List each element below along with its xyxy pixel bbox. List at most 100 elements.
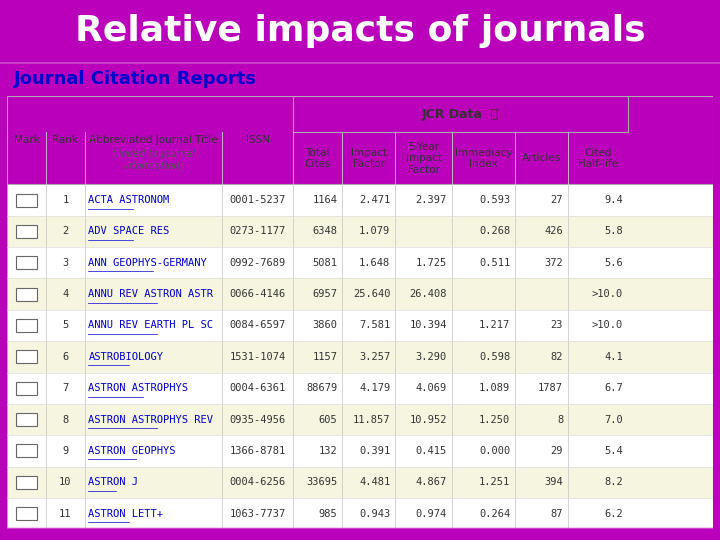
Text: 4: 4 [63,289,68,299]
Text: 29: 29 [551,446,563,456]
Text: 1164: 1164 [312,195,338,205]
Text: ACTA ASTRONOM: ACTA ASTRONOM [89,195,170,205]
FancyBboxPatch shape [7,216,713,247]
FancyBboxPatch shape [7,247,713,279]
Text: 985: 985 [319,509,338,518]
Text: 0004-6361: 0004-6361 [230,383,286,393]
Text: Relative impacts of journals: Relative impacts of journals [75,14,645,48]
Text: Cited
Half-life: Cited Half-life [578,147,618,169]
Text: 11: 11 [59,509,72,518]
Text: 5.4: 5.4 [604,446,624,456]
Text: 9.4: 9.4 [604,195,624,205]
Text: Mark: Mark [14,135,40,145]
Text: 0.511: 0.511 [479,258,510,268]
Text: 10.952: 10.952 [409,415,447,424]
FancyBboxPatch shape [7,498,713,529]
Text: 10.394: 10.394 [409,321,447,330]
Text: 0273-1177: 0273-1177 [230,226,286,237]
Text: 8: 8 [557,415,563,424]
Text: 7.0: 7.0 [604,415,624,424]
FancyBboxPatch shape [16,476,37,489]
Text: Journal Citation Reports: Journal Citation Reports [14,70,258,88]
Text: 1.251: 1.251 [479,477,510,487]
Text: ANNU REV ASTRON ASTR: ANNU REV ASTRON ASTR [89,289,213,299]
Text: 6.2: 6.2 [604,509,624,518]
Text: 27: 27 [551,195,563,205]
Text: 1063-7737: 1063-7737 [230,509,286,518]
Text: ASTRON J: ASTRON J [89,477,138,487]
Text: ASTRON ASTROPHYS: ASTRON ASTROPHYS [89,383,189,393]
Text: 6: 6 [63,352,68,362]
Text: 4.069: 4.069 [415,383,447,393]
Text: 1531-1074: 1531-1074 [230,352,286,362]
Text: 3.290: 3.290 [415,352,447,362]
Text: 1.089: 1.089 [479,383,510,393]
Text: 0.000: 0.000 [479,446,510,456]
Text: 426: 426 [544,226,563,237]
Text: 25.640: 25.640 [353,289,390,299]
Text: 1366-8781: 1366-8781 [230,446,286,456]
Text: Total
Cites: Total Cites [305,147,331,169]
Text: 8: 8 [63,415,68,424]
Text: Immediacy
Index: Immediacy Index [455,147,512,169]
Text: 0004-6256: 0004-6256 [230,477,286,487]
Text: ASTRON GEOPHYS: ASTRON GEOPHYS [89,446,176,456]
Text: (linked to journal
information): (linked to journal information) [112,148,195,170]
Text: ANN GEOPHYS-GERMANY: ANN GEOPHYS-GERMANY [89,258,207,268]
Text: 1: 1 [63,195,68,205]
Text: 372: 372 [544,258,563,268]
FancyBboxPatch shape [16,193,37,207]
Text: 10: 10 [59,477,72,487]
Text: 33695: 33695 [306,477,338,487]
Text: 87: 87 [551,509,563,518]
FancyBboxPatch shape [7,404,713,435]
Text: ASTROBIOLOGY: ASTROBIOLOGY [89,352,163,362]
Text: 394: 394 [544,477,563,487]
Text: 6.7: 6.7 [604,383,624,393]
Text: 4.1: 4.1 [604,352,624,362]
Text: 3: 3 [63,258,68,268]
Text: 4.867: 4.867 [415,477,447,487]
Text: 3.257: 3.257 [359,352,390,362]
Text: Articles: Articles [522,153,562,164]
Text: 7.581: 7.581 [359,321,390,330]
Text: Abbreviated Journal Title: Abbreviated Journal Title [89,135,218,145]
Text: ASTRON LETT+: ASTRON LETT+ [89,509,163,518]
Text: 8.2: 8.2 [604,477,624,487]
FancyBboxPatch shape [16,256,37,269]
Text: 0992-7689: 0992-7689 [230,258,286,268]
Text: 82: 82 [551,352,563,362]
Text: 0.264: 0.264 [479,509,510,518]
Text: ISSN: ISSN [246,135,270,145]
Text: 2.397: 2.397 [415,195,447,205]
Text: 3860: 3860 [312,321,338,330]
Text: 1.217: 1.217 [479,321,510,330]
Text: 0.391: 0.391 [359,446,390,456]
Text: ANNU REV EARTH PL SC: ANNU REV EARTH PL SC [89,321,213,330]
FancyBboxPatch shape [7,467,713,498]
FancyBboxPatch shape [16,413,37,426]
Text: 1787: 1787 [539,383,563,393]
Text: 5-Year
Impact
Factor: 5-Year Impact Factor [405,142,441,175]
Text: 11.857: 11.857 [353,415,390,424]
FancyBboxPatch shape [7,435,713,467]
Text: 605: 605 [319,415,338,424]
FancyBboxPatch shape [7,185,713,216]
Text: 5.6: 5.6 [604,258,624,268]
Text: 4.179: 4.179 [359,383,390,393]
Text: 6348: 6348 [312,226,338,237]
FancyBboxPatch shape [16,319,37,332]
Text: 7: 7 [63,383,68,393]
Text: JCR Data  ⓘ: JCR Data ⓘ [422,107,499,120]
FancyBboxPatch shape [7,310,713,341]
Text: 4.481: 4.481 [359,477,390,487]
Text: Rank: Rank [53,135,78,145]
Text: 5: 5 [63,321,68,330]
Text: ADV SPACE RES: ADV SPACE RES [89,226,170,237]
Text: 6957: 6957 [312,289,338,299]
FancyBboxPatch shape [7,341,713,373]
Text: 0.593: 0.593 [479,195,510,205]
FancyBboxPatch shape [16,444,37,457]
Text: 5.8: 5.8 [604,226,624,237]
Text: 5081: 5081 [312,258,338,268]
